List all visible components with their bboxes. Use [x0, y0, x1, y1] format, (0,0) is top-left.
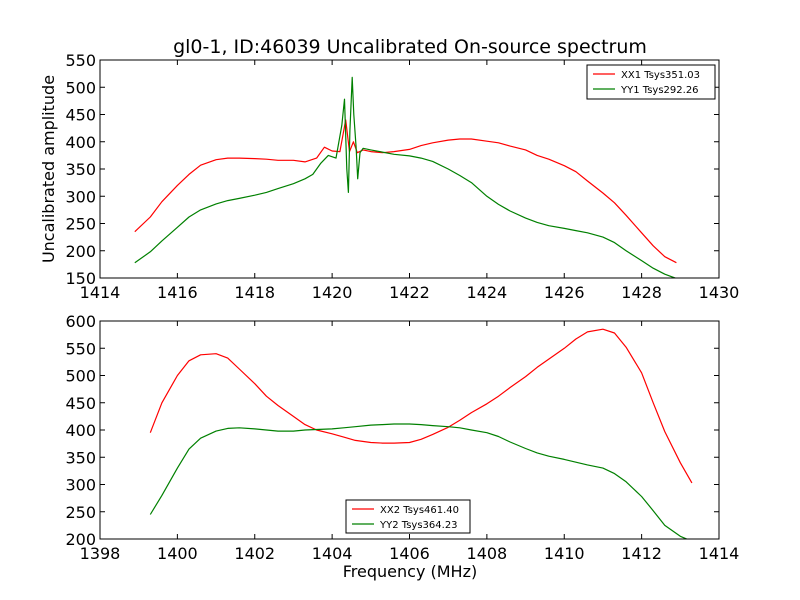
chart2-x-tick-label: 1412: [621, 544, 662, 563]
chart1-legend-label-0: XX1 Tsys351.03: [621, 70, 700, 81]
chart2-y-tick-label: 200: [65, 530, 96, 549]
chart1-x-tick-label: 1418: [234, 283, 275, 302]
chart2-legend: XX2 Tsys461.40 YY2 Tsys364.23: [345, 499, 471, 534]
chart1-y-tick-label: 250: [65, 215, 96, 234]
chart1-y-axis-label: Uncalibrated amplitude: [39, 75, 58, 263]
chart1-x-tick-label: 1430: [699, 283, 740, 302]
chart2-x-tick-label: 1404: [312, 544, 353, 563]
chart2-x-tick-label: 1398: [80, 544, 121, 563]
chart1-legend-label-1: YY1 Tsys292.26: [620, 85, 699, 96]
chart1-y-tick-label: 200: [65, 242, 96, 261]
chart2-series-line-0: [149, 328, 693, 484]
chart2-x-tick-label: 1406: [389, 544, 430, 563]
chart1-x-tick-label: 1428: [621, 283, 662, 302]
chart2-legend-label-1: YY2 Tsys364.23: [379, 520, 458, 531]
chart2-y-tick-label: 350: [65, 448, 96, 467]
chart1-title: gl0-1, ID:46039 Uncalibrated On-source s…: [173, 36, 647, 58]
chart1-x-tick-label: 1420: [312, 283, 353, 302]
chart2-y-tick-label: 600: [65, 312, 96, 331]
chart1-y-tick-label: 350: [65, 160, 96, 179]
chart2-x-tick-label: 1410: [544, 544, 585, 563]
chart2-y-tick-label: 250: [65, 503, 96, 522]
chart1-series-line-1: [134, 76, 677, 278]
chart2-y-tick-label: 450: [65, 394, 96, 413]
chart1-x-tick-label: 1426: [544, 283, 585, 302]
chart1-series-line-0: [134, 119, 677, 264]
chart1-y-tick-label: 300: [65, 187, 96, 206]
chart2-legend-label-0: XX2 Tsys461.40: [380, 505, 459, 516]
chart1-y-tick-label: 150: [65, 269, 96, 288]
chart1-y-tick-label: 450: [65, 106, 96, 125]
chart1-y-tick-label: 500: [65, 78, 96, 97]
chart2-x-axis-label: Frequency (MHz): [343, 562, 477, 581]
chart2-y-tick-label: 300: [65, 476, 96, 495]
chart2-y-tick-label: 400: [65, 421, 96, 440]
chart1-y-tick-label: 400: [65, 133, 96, 152]
chart2-x-tick-label: 1402: [234, 544, 275, 563]
chart1-x-tick-label: 1424: [467, 283, 508, 302]
chart1-x-tick-label: 1422: [389, 283, 430, 302]
chart2-x-tick-label: 1408: [467, 544, 508, 563]
chart1-y-tick-label: 550: [65, 51, 96, 70]
chart1-x-tick-label: 1414: [80, 283, 121, 302]
chart2-x-tick-label: 1414: [699, 544, 740, 563]
chart1-plot-area: 1414 1416 1418 1420 1422 1424 1426 1428 1430 150 2…: [65, 51, 739, 302]
chart2-y-tick-label: 550: [65, 339, 96, 358]
chart1-legend-box: [586, 64, 716, 100]
chart2-series-line-1: [149, 423, 689, 539]
chart1-x-tick-label: 1416: [157, 283, 198, 302]
chart1-legend: XX1 Tsys351.03 YY1 Tsys292.26: [586, 64, 716, 100]
chart2-x-tick-label: 1400: [157, 544, 198, 563]
chart2-plot-area: 1398 1400 1402 1404 1406 1408 1410 1412 1414 200 2…: [65, 312, 739, 563]
chart2-y-tick-label: 500: [65, 367, 96, 386]
chart2-legend-box: [345, 499, 471, 534]
